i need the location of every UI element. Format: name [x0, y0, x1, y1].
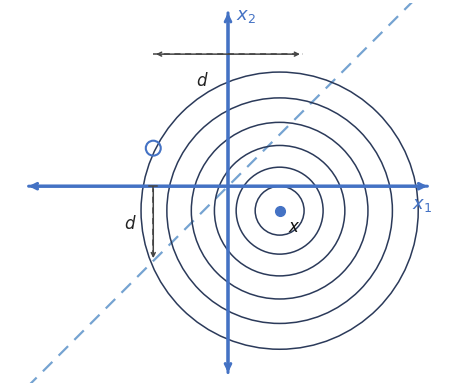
Text: $x_2$: $x_2$	[236, 7, 255, 25]
Text: $d$: $d$	[124, 215, 136, 233]
Text: $x_1$: $x_1$	[411, 196, 431, 214]
Text: $\mathbf{\it{x}}$: $\mathbf{\it{x}}$	[287, 219, 299, 236]
Text: $d$: $d$	[195, 72, 207, 90]
